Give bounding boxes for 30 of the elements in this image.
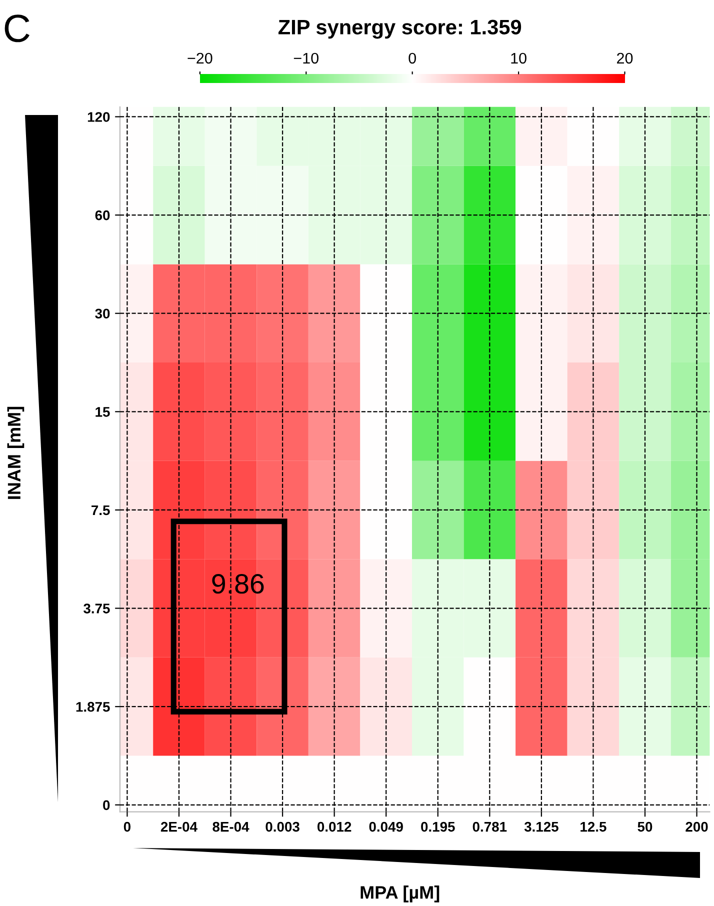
- x-tick-label: 3.125: [524, 822, 558, 832]
- x-tick-label: 12.5: [580, 822, 606, 832]
- color-bar-label: 20: [617, 52, 633, 64]
- x-tick-label: 0.012: [317, 822, 352, 832]
- color-bar-label: 10: [511, 52, 526, 64]
- x-tick-label: 0.049: [369, 822, 403, 832]
- y-tick-label: 15: [96, 407, 110, 417]
- x-tick-label: 8E-04: [212, 822, 250, 832]
- annotation: 9.86: [212, 574, 264, 594]
- color-bar-label: −10: [294, 52, 318, 64]
- y-tick-label: 0: [103, 800, 110, 810]
- x-tick-label: 2E-04: [160, 822, 198, 832]
- y-axis-title: INAM [mM]: [7, 406, 24, 499]
- x-tick-label: 0.003: [266, 822, 300, 832]
- text: C: [4, 14, 30, 42]
- y-tick-label: 60: [95, 210, 110, 220]
- color-bar-label: −20: [188, 52, 212, 64]
- color-bar-label: 0: [408, 52, 416, 64]
- y-tick-label: 3.75: [84, 604, 110, 614]
- x-tick-label: 0.781: [472, 822, 507, 832]
- x-axis-title: MPA [µM]: [360, 886, 440, 902]
- y-tick-label: 1.875: [76, 702, 110, 712]
- chart-title: ZIP synergy score: 1.359: [278, 20, 522, 39]
- x-tick-label: 50: [638, 822, 652, 832]
- x-tick-label: 0: [124, 822, 130, 832]
- y-tick-label: 120: [88, 112, 110, 122]
- x-tick-label: 0.195: [421, 822, 455, 832]
- x-tick-label: 200: [686, 822, 708, 832]
- y-tick-label: 7.5: [92, 505, 110, 516]
- y-tick-label: 30: [95, 308, 110, 319]
